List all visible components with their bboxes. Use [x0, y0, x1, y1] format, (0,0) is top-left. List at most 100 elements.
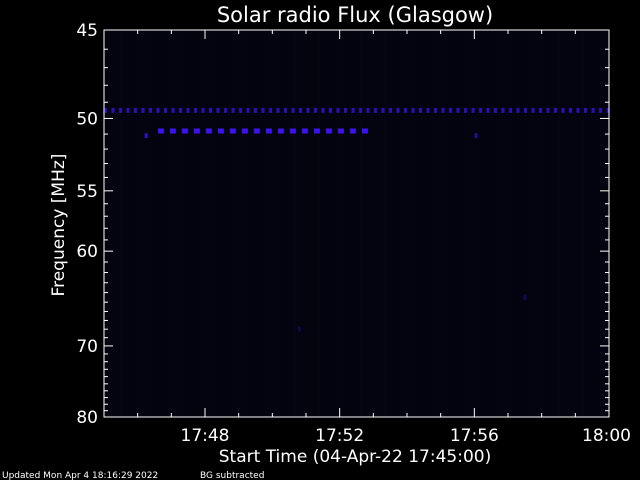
emission-band-segment	[554, 107, 557, 113]
emission-band-segment	[396, 107, 400, 113]
emission-band-segment	[284, 107, 287, 113]
emission-band-segment	[389, 107, 392, 113]
emission-band-segment	[449, 107, 452, 113]
y-tick-label: 60	[76, 242, 98, 262]
chart-title: Solar radio Flux (Glasgow)	[217, 3, 493, 27]
emission-band-segment	[561, 107, 565, 113]
emission-band-segment	[231, 107, 235, 113]
emission-band-segment	[336, 107, 340, 113]
emission-band-segment	[516, 107, 520, 113]
emission-band-segment	[325, 128, 332, 134]
emission-band-segment	[426, 107, 430, 113]
emission-band-segment	[216, 107, 220, 113]
axes: 45 50 55 60 70 80 17:48 17:52 17:56 18:00	[76, 21, 631, 446]
emission-band-segment	[229, 128, 236, 134]
emission-band-segment	[254, 107, 257, 113]
emission-band-segment	[546, 107, 550, 113]
emission-band-segment	[111, 107, 115, 113]
emission-band-segment	[193, 128, 200, 134]
emission-band-segment	[291, 107, 295, 113]
emission-band-segment	[269, 107, 272, 113]
emission-spot	[523, 294, 527, 300]
emission-band-segment	[157, 128, 164, 134]
emission-spot	[474, 133, 478, 139]
emission-band-segment	[186, 107, 190, 113]
plot-frame	[103, 29, 610, 418]
emission-band-segment	[209, 107, 212, 113]
emission-band-segment	[181, 128, 188, 134]
emission-band-segment	[509, 107, 512, 113]
emission-band-segment	[361, 128, 368, 134]
emission-band-segment	[569, 107, 572, 113]
emission-band-segment	[289, 128, 296, 134]
y-tick-label: 45	[76, 21, 98, 41]
emission-band-segment	[141, 107, 145, 113]
emission-band-segment	[584, 107, 587, 113]
background-subtraction-note: BG subtracted	[200, 471, 264, 480]
emission-band-segment	[217, 128, 224, 134]
emission-band-segment	[349, 128, 356, 134]
emission-band-segment	[126, 107, 130, 113]
emission-spot	[297, 326, 301, 332]
emission-band-segment	[501, 107, 505, 113]
plot-background	[104, 30, 609, 417]
emission-band-segment	[464, 107, 467, 113]
emission-band-segment	[494, 107, 497, 113]
emission-band-segment	[241, 128, 248, 134]
emission-band-segment	[164, 107, 167, 113]
updated-timestamp: Updated Mon Apr 4 18:16:29 2022	[2, 471, 158, 480]
emission-band-segment	[301, 128, 308, 134]
emission-band-segment	[419, 107, 422, 113]
emission-band-segment	[471, 107, 475, 113]
y-tick-label: 70	[76, 337, 98, 357]
emission-band-segment	[261, 107, 265, 113]
x-axis-title: Start Time (04-Apr-22 17:45:00)	[219, 447, 491, 467]
plot-area	[104, 30, 610, 417]
emission-band-segment	[194, 107, 197, 113]
emission-band-segment	[576, 107, 580, 113]
emission-band-segment	[119, 107, 122, 113]
emission-band-segment	[531, 107, 535, 113]
emission-band-segment	[351, 107, 355, 113]
emission-band-segment	[246, 107, 250, 113]
emission-band-segment	[524, 107, 527, 113]
emission-band-segment	[321, 107, 325, 113]
emission-band-segment	[479, 107, 482, 113]
emission-band-segment	[374, 107, 377, 113]
emission-band-segment	[381, 107, 385, 113]
emission-band-segment	[591, 107, 595, 113]
emission-band-segment	[169, 128, 176, 134]
emission-band-segment	[539, 107, 542, 113]
emission-band-segment	[277, 128, 284, 134]
emission-spot	[144, 133, 148, 139]
emission-band-segment	[486, 107, 490, 113]
emission-band-segment	[104, 107, 107, 113]
emission-band-segment	[313, 128, 320, 134]
emission-band-segment	[171, 107, 175, 113]
y-axis-title: Frequency [MHz]	[49, 154, 69, 297]
x-tick-label: 17:48	[181, 426, 230, 446]
x-tick-label: 18:00	[582, 426, 631, 446]
emission-band-segment	[265, 128, 272, 134]
emission-band-segment	[239, 107, 242, 113]
emission-band-segment	[404, 107, 407, 113]
emission-band-segment	[179, 107, 182, 113]
emission-band-segment	[441, 107, 445, 113]
emission-band-segment	[329, 107, 332, 113]
y-tick-label: 80	[76, 408, 98, 428]
emission-band-segment	[224, 107, 227, 113]
emission-band-segment	[253, 128, 260, 134]
y-tick-label: 55	[76, 182, 98, 202]
x-tick-label: 17:56	[450, 426, 499, 446]
emission-band-segment	[366, 107, 370, 113]
emission-band-segment	[344, 107, 347, 113]
emission-band-segment	[337, 128, 344, 134]
y-tick-label: 50	[76, 109, 98, 129]
emission-band-segment	[411, 107, 415, 113]
emission-band-segment	[134, 107, 137, 113]
x-tick-label: 17:52	[315, 426, 364, 446]
emission-band-segment	[434, 107, 437, 113]
emission-band-segment	[276, 107, 280, 113]
emission-band-segment	[201, 107, 205, 113]
